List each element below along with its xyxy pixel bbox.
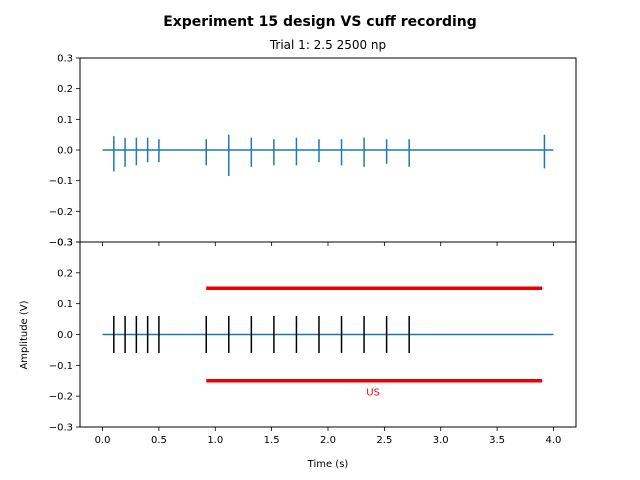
bottom-y-tick-label: 0.0 [57,330,73,341]
x-axis-label: Time (s) [307,459,349,470]
bottom-plot-area: 0.3 0.2 0.1 0.0 −0.1 −0.2 −0.3 0.0 0.5 1.0 1.5 2.0 2… [49,238,577,446]
top-y-tick-label: −0.1 [49,176,73,187]
top-y-tick-label: 0.0 [57,146,73,157]
bottom-y-tick-label: −0.2 [49,392,73,403]
y-axis-label: Amplitude (V) [19,300,30,369]
top-y-tick-label: −0.2 [49,207,73,218]
bottom-x-tick-label: 2.0 [320,435,336,446]
bottom-x-tick-label: 1.5 [264,435,280,446]
top-y-tick-label: 0.2 [57,84,73,95]
bottom-x-tick-label: 3.0 [433,435,449,446]
us-annotation: US [366,388,380,399]
bottom-y-tick-label: 0.3 [57,238,73,249]
bottom-y-tick-label: 0.1 [57,299,73,310]
top-y-tick-label: 0.3 [57,54,73,65]
top-y-tick-label: 0.1 [57,115,73,126]
bottom-x-tick-label: 4.0 [546,435,562,446]
chart-subtitle: Trial 1: 2.5 2500 np [269,38,386,52]
bottom-x-tick-label: 0.5 [151,435,167,446]
bottom-x-tick-label: 3.5 [489,435,505,446]
top-y-tick-label: −0.3 [49,238,73,249]
bottom-x-tick-label: 0.0 [95,435,111,446]
top-plot-area: 0.3 0.2 0.1 0.0 −0.1 −0.2 −0.3 [49,54,577,249]
bottom-y-tick-label: −0.1 [49,361,73,372]
bottom-x-tick-label: 2.5 [376,435,392,446]
bottom-y-tick-label: 0.2 [57,268,73,279]
bottom-y-tick-label: −0.3 [49,423,73,434]
chart-title: Experiment 15 design VS cuff recording [163,14,477,30]
bottom-x-tick-label: 1.0 [207,435,223,446]
